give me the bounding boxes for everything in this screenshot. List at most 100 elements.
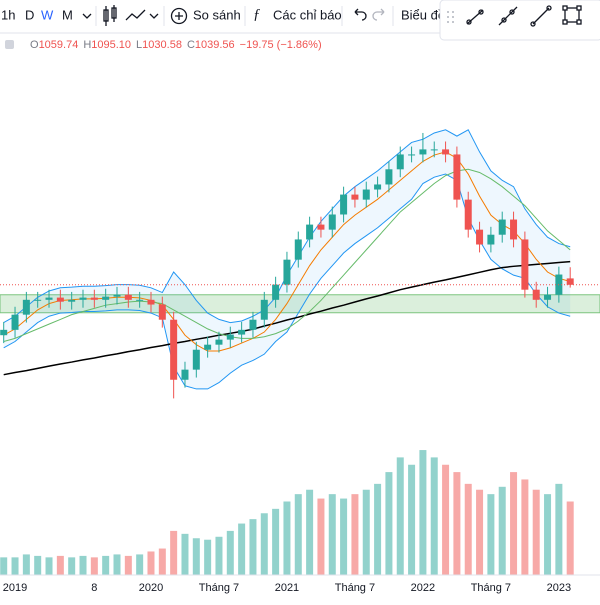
candle-body — [56, 297, 64, 302]
volume-bar — [396, 457, 404, 575]
volume-bar — [34, 555, 42, 575]
type-dropdown[interactable] — [149, 13, 159, 19]
volume-bar — [272, 508, 280, 575]
candle-body — [192, 349, 200, 370]
volume-bar — [476, 489, 484, 575]
candle-body — [544, 294, 552, 300]
candle-body — [396, 154, 404, 170]
legend-label: O — [30, 39, 39, 51]
volume-bar — [328, 494, 336, 575]
volume-bar — [192, 538, 200, 575]
candle-body — [260, 299, 268, 320]
interval-dropdown[interactable] — [82, 13, 92, 19]
legend-label: L — [136, 39, 142, 51]
candle-body — [136, 299, 144, 301]
indicators-button[interactable]: Các chỉ báo — [273, 7, 342, 22]
volume-bar — [555, 483, 563, 575]
candle-body — [283, 259, 291, 285]
candle-body — [181, 369, 189, 380]
volume-bar — [442, 464, 450, 575]
volume-bar — [68, 557, 76, 575]
interval-w[interactable]: W — [41, 7, 54, 22]
compare-icon[interactable] — [170, 7, 188, 25]
volume-bar — [260, 513, 268, 575]
candle-body — [294, 239, 302, 260]
volume-bar — [204, 539, 212, 575]
ohlc-legend: O1059.74 H1095.10 L1030.58 C1039.56 −19.75 (… — [30, 39, 322, 51]
volume-bar — [0, 557, 8, 575]
redo-button[interactable] — [372, 8, 385, 21]
volume-bar — [408, 464, 416, 575]
candle-body — [385, 169, 393, 185]
interval-1h[interactable]: 1h — [1, 7, 15, 22]
volume-bar — [102, 555, 110, 575]
candle-body — [374, 184, 382, 190]
volume-bar — [294, 494, 302, 575]
compare-button[interactable]: So sánh — [193, 7, 241, 22]
band-lower — [3, 173, 571, 390]
candle-body — [113, 294, 121, 297]
legend-change: −19.75 (−1.86%) — [240, 39, 322, 51]
line-type-button[interactable] — [125, 9, 146, 21]
volume-bar — [79, 555, 87, 575]
volume-bar — [45, 557, 53, 575]
chart-menu-button[interactable]: Biểu đồ — [401, 7, 445, 22]
x-tick-label: Tháng 7 — [335, 582, 375, 594]
volume-bar — [464, 483, 472, 575]
candle-body — [419, 149, 427, 155]
interval-d[interactable]: D — [25, 7, 34, 22]
volume-bar — [385, 472, 393, 575]
moving-average — [3, 151, 571, 352]
x-tick-label: 2021 — [275, 582, 299, 594]
volume-bar — [351, 494, 359, 575]
x-tick-label: 8 — [91, 582, 97, 594]
volume-bar — [498, 486, 506, 575]
x-tick-label: 2019 — [3, 582, 27, 594]
undo-button[interactable] — [354, 8, 367, 21]
candle-body — [317, 224, 325, 230]
volume-bar — [317, 498, 325, 575]
legend-collapse[interactable] — [5, 40, 14, 49]
candle-body — [351, 194, 359, 200]
x-tick-label: 2022 — [411, 582, 435, 594]
line-tool[interactable] — [530, 5, 552, 27]
candle-body — [532, 289, 540, 300]
volume-bar — [510, 472, 518, 575]
candle-body — [249, 319, 257, 330]
trend-line-tool[interactable] — [466, 9, 484, 25]
candle-body — [0, 329, 8, 336]
rectangle-tool[interactable] — [562, 5, 582, 25]
candle-body — [566, 278, 574, 285]
drag-handle[interactable] — [447, 11, 454, 23]
volume-bar — [374, 483, 382, 575]
ray-tool[interactable] — [498, 6, 518, 26]
volume-bar — [419, 450, 427, 575]
candle-body — [124, 294, 132, 300]
candle-body — [170, 319, 178, 380]
candle-body — [158, 304, 166, 320]
volume-bar — [238, 523, 246, 575]
volume-bar — [566, 501, 574, 575]
moving-average — [3, 168, 571, 343]
candle-body — [238, 329, 246, 335]
volume-bar — [226, 530, 234, 575]
volume-bar — [544, 494, 552, 575]
interval-m[interactable]: M — [62, 7, 73, 22]
volume-bar — [215, 536, 223, 575]
candle-body — [328, 214, 336, 230]
volume-bar — [340, 498, 348, 575]
volume-bar — [532, 489, 540, 575]
candle-body — [306, 224, 314, 240]
volume-bar — [90, 557, 98, 575]
candle-body — [442, 149, 450, 155]
x-tick-label: Tháng 7 — [199, 582, 239, 594]
legend-label: H — [83, 39, 91, 51]
moving-average — [3, 260, 571, 376]
candle-type-button[interactable] — [103, 5, 117, 26]
candle-body — [102, 296, 110, 300]
candle-body — [226, 334, 234, 340]
indicators-icon[interactable]: ƒ — [253, 6, 261, 22]
volume-bar — [249, 519, 257, 575]
volume-bar — [181, 533, 189, 575]
candle-body — [498, 219, 506, 235]
